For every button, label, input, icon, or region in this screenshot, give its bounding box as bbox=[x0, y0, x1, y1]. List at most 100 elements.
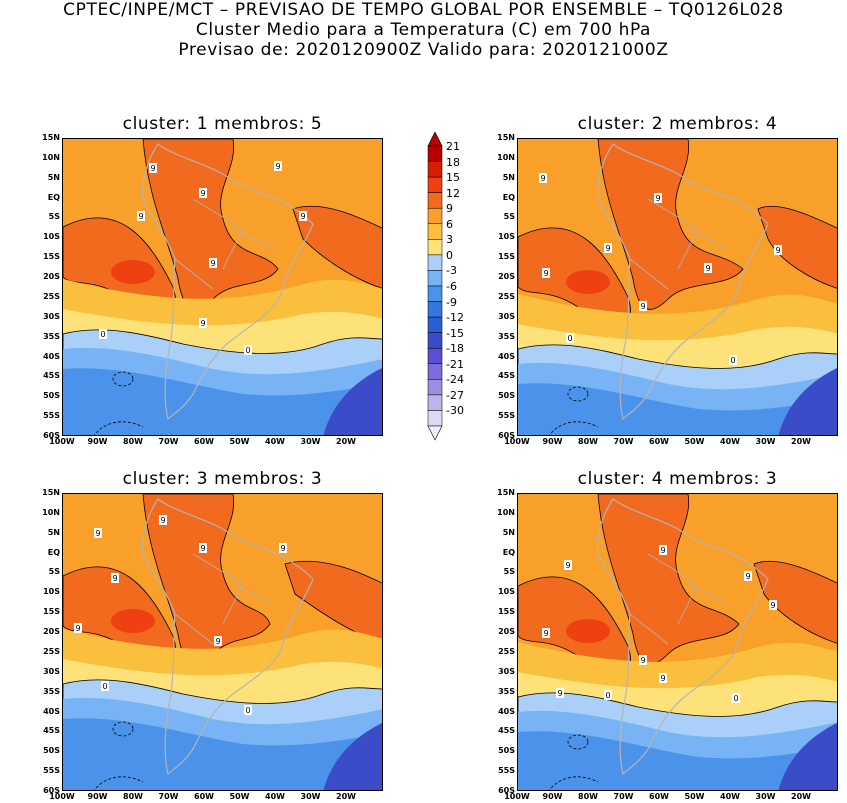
longitude-tick-label: 30W bbox=[755, 437, 776, 446]
svg-text:9: 9 bbox=[565, 561, 570, 570]
contour-label: 9 bbox=[556, 688, 564, 698]
header-line-2: Cluster Medio para a Temperatura (C) em … bbox=[195, 20, 652, 40]
latitude-tick-label: 15N bbox=[42, 488, 60, 497]
contour-label: 9 bbox=[199, 318, 207, 328]
longitude-tick-label: 80W bbox=[578, 437, 598, 446]
colorbar-strip bbox=[427, 131, 443, 441]
dashed-contour bbox=[94, 776, 144, 790]
svg-text:9: 9 bbox=[75, 624, 80, 633]
field-minus15 bbox=[323, 723, 382, 790]
colorbar-tick-label: -21 bbox=[446, 357, 464, 371]
latitude-tick-label: 55S bbox=[498, 411, 515, 421]
contour-label: 9 bbox=[769, 600, 777, 610]
contour-label: 9 bbox=[604, 243, 612, 253]
latitude-tick-label: 50S bbox=[43, 391, 60, 401]
contour-label: 9 bbox=[214, 636, 222, 646]
longitude-tick-label: 100W bbox=[504, 437, 530, 446]
svg-text:9: 9 bbox=[215, 637, 220, 646]
colorbar-tick-label: -12 bbox=[446, 311, 464, 325]
svg-text:0: 0 bbox=[100, 330, 105, 339]
colorbar-segment bbox=[427, 316, 443, 333]
colorbar-tick-label: 0 bbox=[446, 248, 453, 262]
longitude-tick-label: 50W bbox=[684, 792, 705, 801]
country-borders bbox=[174, 198, 274, 290]
colorbar-segment bbox=[427, 394, 443, 411]
latitude-tick-label: 10S bbox=[498, 232, 515, 242]
contour-label: 9 bbox=[274, 161, 282, 171]
latitude-tick-label: 40S bbox=[498, 351, 515, 361]
latitude-tick-label: 55S bbox=[498, 766, 515, 776]
contour-label: 0 bbox=[244, 705, 252, 715]
colorbar-segment bbox=[427, 363, 443, 380]
dashed-contour bbox=[567, 386, 589, 402]
longitude-tick-label: 70W bbox=[158, 437, 179, 446]
longitude-tick-label: 20W bbox=[336, 792, 356, 801]
latitude-tick-label: 25S bbox=[498, 291, 515, 301]
latitude-tick-label: 5S bbox=[503, 567, 515, 577]
figure-header: CPTEC/INPE/MCT – PREVISAO DE TEMPO GLOBA… bbox=[0, 0, 847, 60]
colorbar-tick-label: 3 bbox=[446, 233, 453, 247]
latitude-tick-label: 20S bbox=[43, 627, 60, 637]
longitude-tick-label: 50W bbox=[229, 792, 250, 801]
contour-label: 0 bbox=[604, 690, 612, 700]
longitude-tick-label: 40W bbox=[265, 792, 285, 801]
colorbar-tick-label: -3 bbox=[446, 264, 457, 278]
latitude-tick-label: 10N bbox=[497, 152, 515, 162]
colorbar-segment bbox=[427, 285, 443, 302]
latitude-tick-label: 10N bbox=[42, 152, 60, 162]
latitude-tick-label: 45S bbox=[498, 726, 515, 736]
coastline bbox=[597, 498, 769, 776]
field-minus9 bbox=[518, 731, 837, 790]
dashed-contour bbox=[567, 734, 589, 750]
coastline bbox=[597, 143, 769, 421]
latitude-tick-label: 35S bbox=[498, 686, 515, 696]
latitude-tick-label: 25S bbox=[43, 646, 60, 656]
contour-label: 9 bbox=[639, 655, 647, 665]
contour-label: 0 bbox=[566, 333, 574, 343]
panel-1-title: cluster: 1 membros: 5 bbox=[122, 114, 323, 134]
colorbar-tick-label: -18 bbox=[446, 342, 464, 356]
colorbar-tick-label: -15 bbox=[446, 326, 464, 340]
panel-4-title: cluster: 4 membros: 3 bbox=[577, 469, 778, 489]
longitude-tick-label: 90W bbox=[542, 437, 563, 446]
latitude-tick-label: 15N bbox=[42, 133, 60, 142]
country-borders bbox=[629, 553, 729, 645]
colorbar-segment bbox=[427, 332, 443, 349]
latitude-tick-label: 50S bbox=[43, 746, 60, 756]
dashed-contour bbox=[549, 421, 599, 435]
colorbar-tick-label: 21 bbox=[446, 140, 460, 153]
longitude-tick-label: 60W bbox=[649, 792, 669, 801]
latitude-tick-label: 10S bbox=[43, 232, 60, 242]
svg-text:9: 9 bbox=[112, 574, 117, 583]
longitude-tick-label: 100W bbox=[49, 437, 75, 446]
latitude-tick-label: 5S bbox=[48, 212, 60, 222]
contour-label: 9 bbox=[539, 173, 547, 183]
longitude-tick-label: 50W bbox=[684, 437, 705, 446]
colorbar-tick-label: 9 bbox=[446, 202, 453, 216]
longitude-tick-label: 90W bbox=[87, 437, 108, 446]
colorbar-tick-label: -30 bbox=[446, 404, 464, 418]
colorbar-segment bbox=[427, 347, 443, 365]
colorbar-bottom-arrow bbox=[427, 425, 443, 441]
hot-core bbox=[566, 619, 610, 643]
latitude-tick-label: EQ bbox=[47, 547, 60, 557]
contour-label: 9 bbox=[199, 188, 207, 198]
map-canvas: 9 9 9 9 9 9 9 0 0 bbox=[63, 139, 382, 435]
colorbar-tick-label: 15 bbox=[446, 171, 460, 185]
longitude-tick-label: 80W bbox=[578, 792, 598, 801]
longitude-tick-label: 20W bbox=[791, 792, 811, 801]
latitude-tick-label: 60S bbox=[498, 431, 515, 440]
colorbar-segment bbox=[427, 192, 443, 209]
svg-text:9: 9 bbox=[210, 259, 215, 268]
contour-label: 0 bbox=[101, 681, 109, 691]
colorbar-segment bbox=[427, 176, 443, 193]
coastline bbox=[142, 143, 314, 421]
latitude-tick-label: 5N bbox=[502, 527, 515, 537]
colorbar-segment bbox=[427, 270, 443, 287]
contour-label: 0 bbox=[732, 693, 740, 703]
longitude-tick-label: 50W bbox=[229, 437, 250, 446]
latitude-tick-label: 15N bbox=[497, 488, 515, 497]
hot-core bbox=[111, 260, 155, 284]
svg-text:9: 9 bbox=[280, 544, 285, 553]
map-panel-cluster-3: 9 9 9 9 9 9 9 0 0 bbox=[62, 493, 383, 791]
